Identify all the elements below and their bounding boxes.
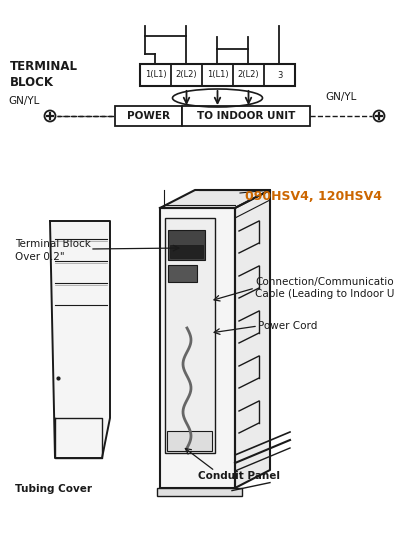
Text: 090HSV4, 120HSV4: 090HSV4, 120HSV4 (245, 190, 382, 203)
Text: Power Cord: Power Cord (258, 321, 318, 331)
Bar (157, 488, 242, 496)
Polygon shape (235, 190, 270, 488)
Bar (167, 431, 212, 451)
Bar (182, 106, 310, 126)
Bar (165, 218, 215, 453)
Text: Terminal Block
Over 0.2": Terminal Block Over 0.2" (15, 239, 91, 262)
Text: 2(L2): 2(L2) (238, 71, 259, 79)
Text: GN/YL: GN/YL (325, 92, 357, 102)
Text: 1(L1): 1(L1) (207, 71, 228, 79)
Bar (115, 106, 182, 126)
Bar (168, 230, 205, 260)
Text: Tubing Cover: Tubing Cover (15, 484, 92, 494)
Polygon shape (160, 190, 270, 208)
Bar (170, 245, 203, 258)
Bar (140, 64, 295, 86)
Text: TERMINAL
BLOCK: TERMINAL BLOCK (10, 61, 78, 90)
Text: 1(L1): 1(L1) (145, 71, 166, 79)
Text: GN/YL: GN/YL (8, 96, 39, 106)
Polygon shape (50, 221, 110, 458)
Bar (168, 265, 197, 282)
Text: Connection/Communication
Cable (Leading to Indoor Unit): Connection/Communication Cable (Leading … (255, 277, 394, 299)
Text: 2(L2): 2(L2) (176, 71, 197, 79)
Text: 3: 3 (277, 71, 282, 79)
Text: Conduit Panel: Conduit Panel (198, 471, 280, 481)
Text: TO INDOOR UNIT: TO INDOOR UNIT (197, 111, 295, 121)
Text: POWER: POWER (127, 111, 170, 121)
Bar (160, 208, 235, 488)
